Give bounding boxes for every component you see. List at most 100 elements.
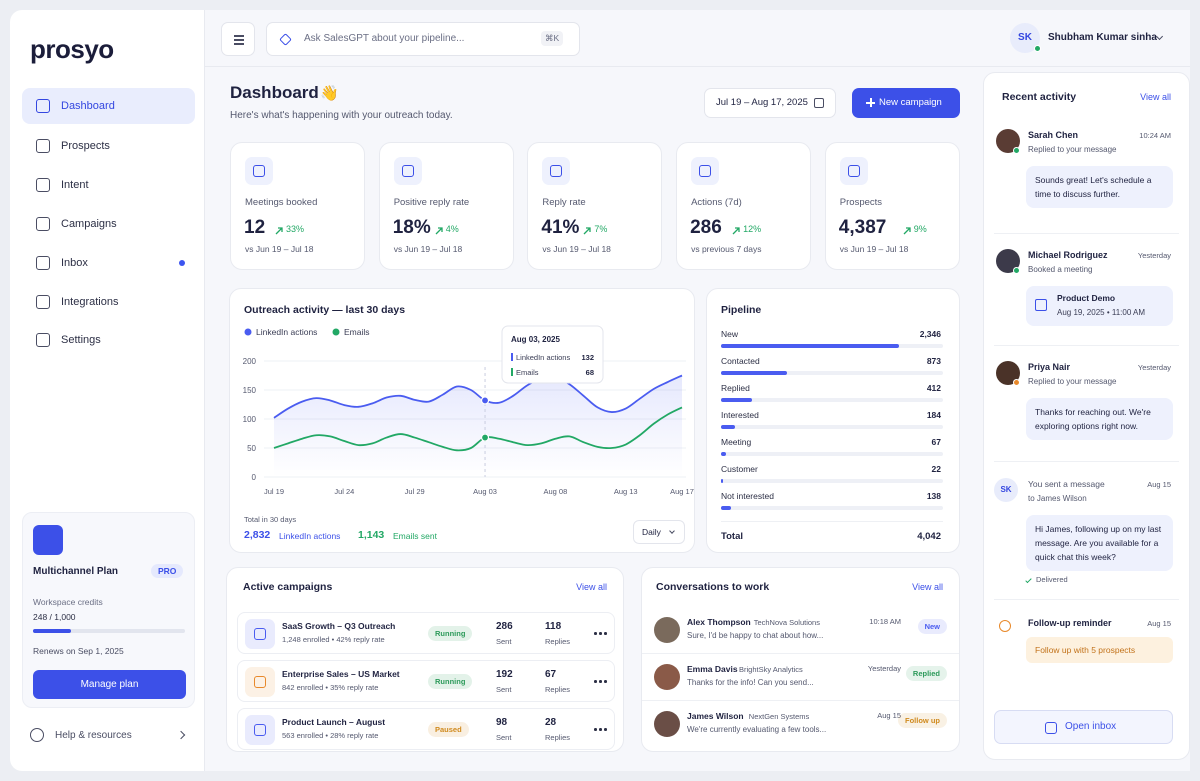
stage-bar: [721, 398, 753, 402]
pipeline-title: Pipeline: [721, 304, 762, 316]
tag-pill: Follow up: [898, 713, 947, 728]
activity-action: to James Wilson: [1028, 494, 1087, 503]
menu-button[interactable]: [221, 22, 255, 56]
nav-item[interactable]: Intent: [22, 167, 195, 203]
chevron: [1155, 32, 1164, 41]
separator: [994, 233, 1179, 234]
stage-value: 873: [926, 356, 941, 366]
kpi-compare: vs Jun 19 – Jul 18: [839, 244, 909, 254]
tooltip-value: 68: [586, 368, 594, 377]
stage-name: Customer: [721, 464, 758, 474]
more-dot[interactable]: [599, 728, 602, 731]
campaign-row[interactable]: SaaS Growth – Q3 Outreach 1,248 enrolled …: [237, 612, 615, 654]
conversation-row[interactable]: Alex Thompson TechNova Solutions 10:18 AM S…: [642, 608, 959, 654]
nav-item[interactable]: Prospects: [22, 128, 195, 164]
hover-marker: [480, 433, 490, 442]
more-dot[interactable]: [604, 680, 607, 683]
replies-value: 67: [545, 669, 557, 680]
sent-value: 98: [496, 717, 508, 728]
search-box[interactable]: Ask SalesGPT about your pipeline... ⌘K: [266, 22, 580, 56]
kpi-compare: vs Jun 19 – Jul 18: [245, 244, 314, 254]
card-title: Active campaigns: [243, 581, 333, 593]
nav-item[interactable]: Settings: [22, 322, 195, 358]
x-tick-label: Aug 03: [473, 487, 497, 496]
view-all-link[interactable]: View all: [912, 582, 943, 592]
kpi-card: Meetings booked 12 33% vs Jun 19 – Jul 18: [230, 142, 365, 270]
kpi-value: 286: [690, 217, 722, 238]
more-dot[interactable]: [599, 632, 602, 635]
icon: [814, 98, 824, 108]
open-inbox-label: Open inbox: [1065, 721, 1117, 732]
contact-name: Emma Davis: [687, 664, 738, 674]
open-inbox-button[interactable]: Open inbox: [994, 710, 1173, 744]
new-campaign-button[interactable]: New campaign: [852, 88, 960, 118]
icon: [1045, 722, 1057, 734]
y-tick-label: 100: [243, 415, 257, 424]
kpi-value: 18%: [392, 217, 431, 238]
panel-title: Recent activity: [1002, 91, 1077, 103]
replies-label: Replies: [545, 733, 571, 742]
sent-value: 192: [496, 669, 513, 680]
nav-item[interactable]: Dashboard: [22, 88, 195, 124]
delta-arrow: [903, 227, 911, 235]
activity-time: Yesterday: [1137, 251, 1171, 260]
chart-card: Outreach activity — last 30 days LinkedIn…: [229, 288, 695, 553]
kpi-label: Reply rate: [542, 197, 586, 208]
help-link[interactable]: Help & resources: [22, 724, 195, 748]
more-dot[interactable]: [604, 728, 607, 731]
message-bubble: Sounds great! Let's schedule a time to d…: [1026, 166, 1173, 208]
campaign-icon: [245, 619, 275, 649]
activity-time: 10:24 AM: [1139, 131, 1171, 140]
delta-arrow: [583, 227, 592, 235]
period-dropdown[interactable]: Daily: [633, 520, 685, 544]
message-bubble: Hi James, following up on my last messag…: [1026, 515, 1173, 571]
time: Aug 15: [877, 711, 901, 720]
time: 10:18 AM: [869, 617, 901, 626]
kpi-delta: 7%: [594, 224, 608, 234]
activity-action: Booked a meeting: [1028, 265, 1093, 274]
campaign-row[interactable]: Product Launch – August 563 enrolled • 28…: [237, 708, 615, 750]
tooltip: [501, 325, 604, 384]
separator: [994, 599, 1179, 600]
x-tick-label: Aug 17: [670, 487, 694, 496]
stage-name: Interested: [721, 410, 759, 420]
kpi-compare: vs Jun 19 – Jul 18: [542, 244, 611, 254]
more-dot[interactable]: [594, 728, 597, 731]
nav-label: Settings: [61, 334, 101, 346]
kpi-value: 12: [244, 217, 266, 238]
sent-label: Sent: [496, 637, 512, 646]
tooltip-value: 132: [581, 353, 594, 362]
icon: [36, 178, 50, 192]
icon: [253, 165, 265, 177]
view-all-link[interactable]: View all: [576, 582, 607, 592]
conversation-row[interactable]: Emma Davis BrightSky Analytics Yesterday Th…: [642, 655, 959, 701]
user-menu[interactable]: SK Shubham Kumar sinha: [1008, 21, 1168, 55]
activity-panel: Recent activity View all Sarah Chen 10:24 A…: [983, 72, 1190, 760]
replies-label: Replies: [545, 637, 571, 646]
stage-name: Contacted: [721, 356, 760, 366]
conversation-row[interactable]: James Wilson NextGen Systems Aug 15 We're c…: [642, 702, 959, 748]
more-dot[interactable]: [594, 680, 597, 683]
kpi-card: Reply rate 41% 7% vs Jun 19 – Jul 18: [527, 142, 663, 270]
credits-bar: [33, 629, 71, 633]
date-range: Jul 19 – Aug 17, 2025: [716, 97, 808, 108]
nav-item[interactable]: Integrations: [22, 284, 195, 320]
more-dot[interactable]: [599, 680, 602, 683]
icon: [254, 724, 266, 736]
nav-item[interactable]: Campaigns: [22, 206, 195, 242]
view-all-link[interactable]: View all: [1140, 92, 1171, 102]
total-value: 2,832: [244, 529, 271, 541]
event-card: Product Demo Aug 19, 2025 • 11:00 AM: [1026, 286, 1173, 326]
kpi-delta: 12%: [743, 224, 762, 234]
campaign-name: SaaS Growth – Q3 Outreach: [282, 621, 396, 631]
more-dot[interactable]: [594, 632, 597, 635]
campaign-row[interactable]: Enterprise Sales – US Market 842 enrolled…: [237, 660, 615, 702]
manage-plan-button[interactable]: Manage plan: [33, 670, 186, 699]
nav-item[interactable]: Inbox: [22, 245, 195, 281]
more-dot[interactable]: [604, 632, 607, 635]
date-range-button[interactable]: Jul 19 – Aug 17, 2025: [704, 88, 836, 118]
status-dot: [1013, 379, 1020, 386]
tooltip-swatch: [511, 353, 513, 361]
menu-line: [234, 39, 244, 41]
icon: [847, 165, 860, 177]
